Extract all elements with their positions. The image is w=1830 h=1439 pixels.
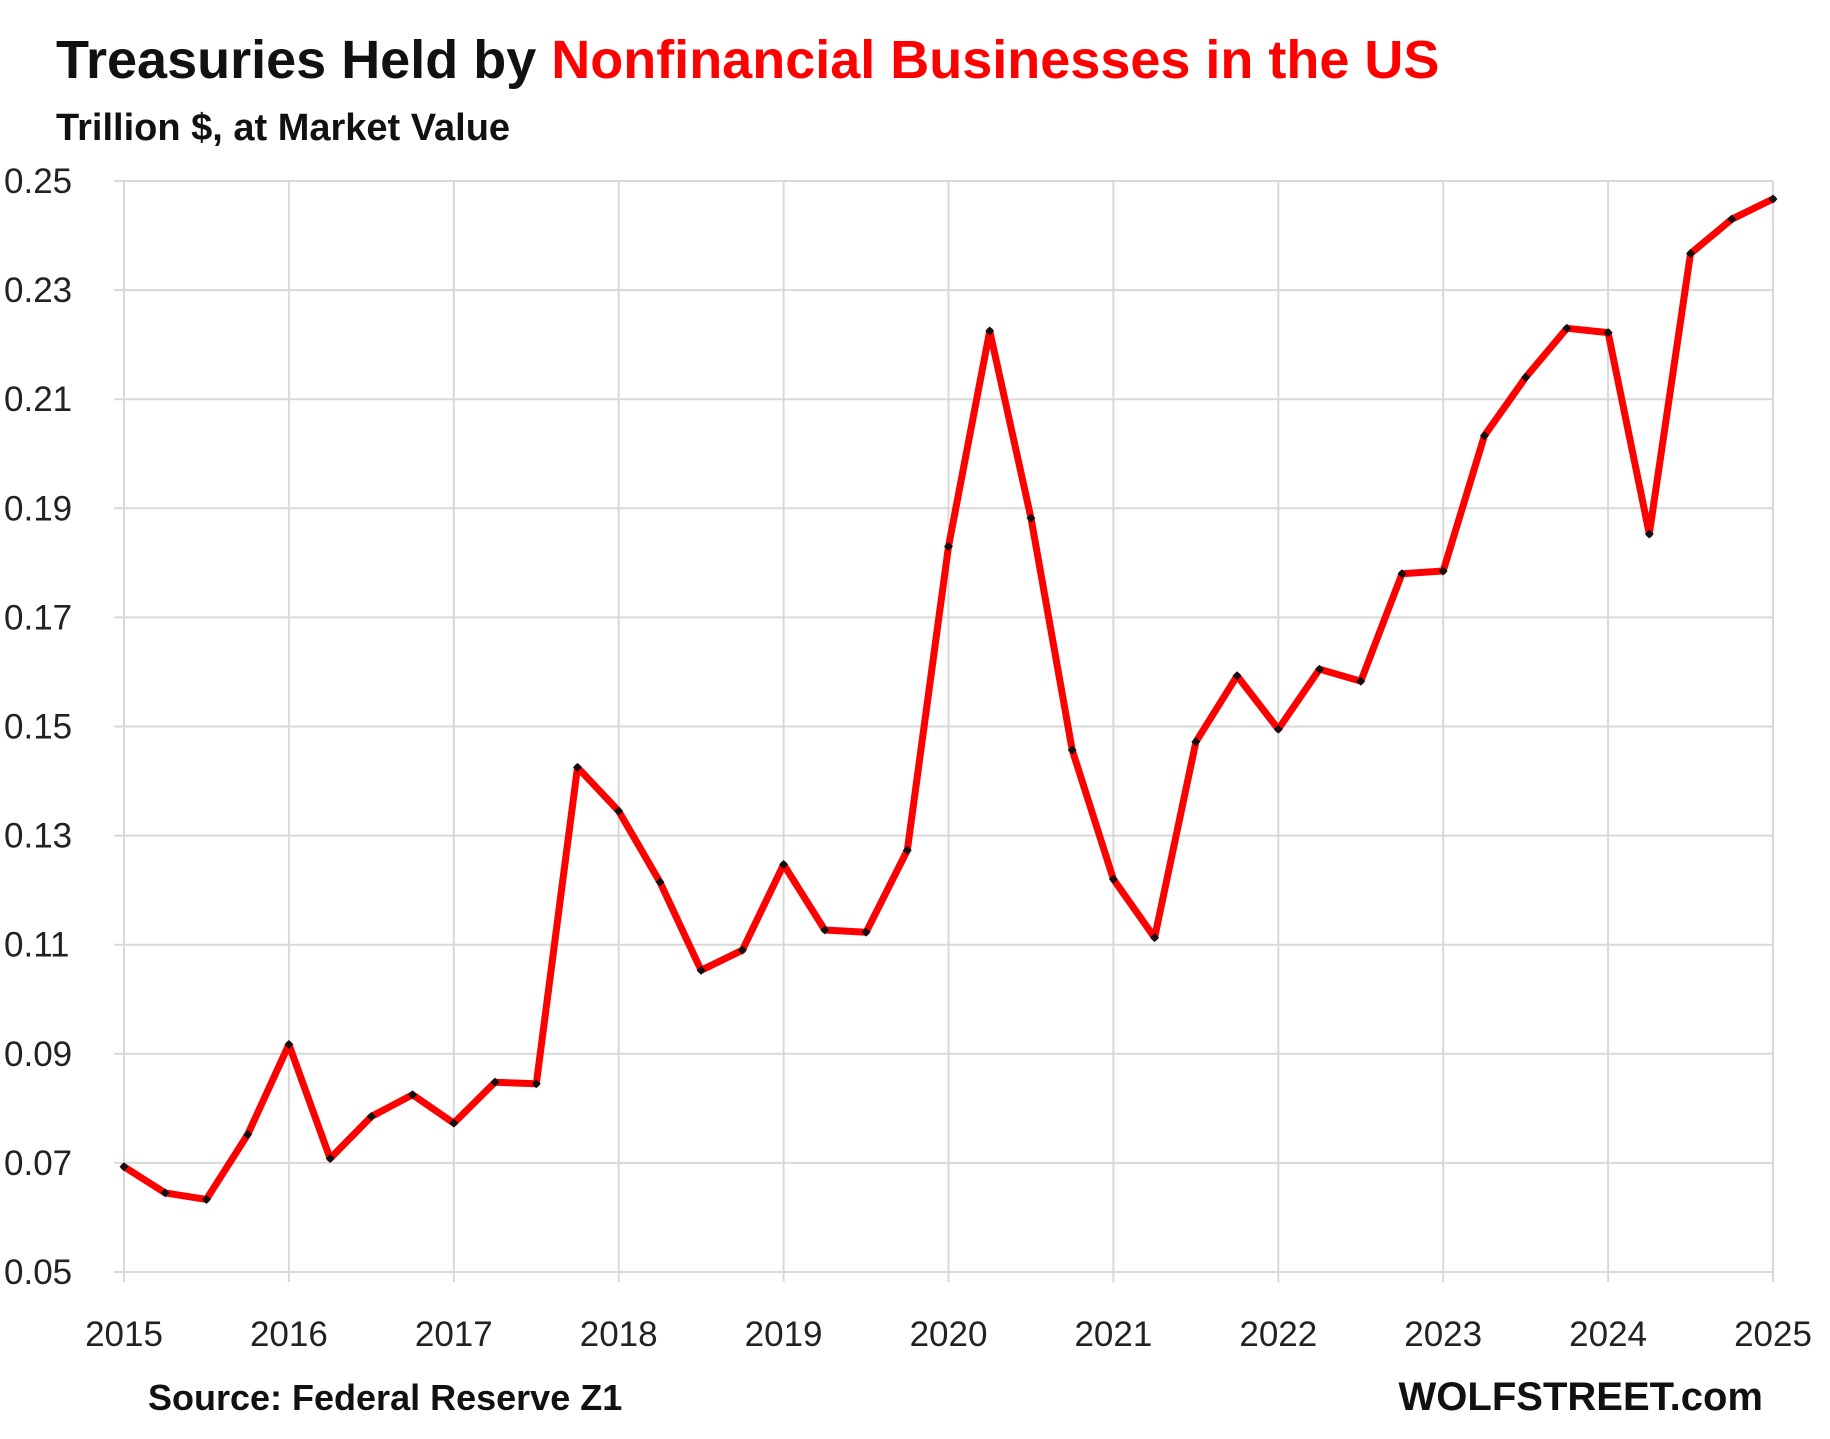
x-tick-label: 2020 <box>910 1315 988 1354</box>
data-point <box>572 762 582 772</box>
x-tick-label: 2016 <box>250 1315 328 1354</box>
x-tick-label: 2024 <box>1569 1315 1647 1354</box>
data-point <box>820 925 830 935</box>
data-point <box>944 541 953 551</box>
chart-title-part2: Nonfinancial Businesses in the US <box>551 30 1439 90</box>
y-tick-label: 0.21 <box>4 380 72 419</box>
grid-lines <box>114 180 1774 1282</box>
data-point <box>1150 933 1160 943</box>
x-tick-label: 2015 <box>85 1315 163 1354</box>
y-tick-label: 0.15 <box>4 708 72 747</box>
data-point <box>1438 566 1448 576</box>
chart-title: Treasuries Held by Nonfinancial Business… <box>56 30 1439 90</box>
data-point <box>1479 431 1489 441</box>
x-tick-label: 2018 <box>580 1315 658 1354</box>
source-note: Source: Federal Reserve Z1 <box>148 1377 622 1418</box>
x-tick-label: 2025 <box>1734 1315 1812 1354</box>
y-tick-label: 0.23 <box>4 271 72 310</box>
y-axis-ticks: 0.05 0.07 0.09 0.11 0.13 0.15 0.17 0.19 0.21 0.23… <box>4 162 72 1292</box>
data-point <box>160 1188 170 1198</box>
data-point <box>1562 323 1572 333</box>
x-tick-label: 2023 <box>1404 1315 1482 1354</box>
x-tick-label: 2019 <box>745 1315 823 1354</box>
data-point <box>1727 214 1737 224</box>
y-tick-label: 0.25 <box>4 162 72 201</box>
y-tick-label: 0.07 <box>4 1144 72 1183</box>
data-point <box>449 1118 459 1128</box>
data-point <box>284 1040 294 1050</box>
data-point <box>325 1154 335 1164</box>
data-point <box>861 927 871 937</box>
data-point <box>655 877 665 887</box>
data-point <box>902 845 912 855</box>
data-point <box>1768 194 1778 204</box>
data-point <box>1232 671 1242 681</box>
data-point <box>119 1162 129 1172</box>
data-point <box>1067 745 1077 755</box>
y-tick-label: 0.11 <box>4 926 70 965</box>
data-point <box>614 806 624 816</box>
data-point <box>1356 676 1366 686</box>
data-point <box>531 1079 541 1089</box>
data-point <box>1686 249 1696 259</box>
x-tick-label: 2017 <box>415 1315 493 1354</box>
data-point <box>1603 328 1613 338</box>
data-point <box>201 1194 211 1204</box>
data-point <box>1397 569 1407 579</box>
x-tick-label: 2021 <box>1074 1315 1152 1354</box>
data-point <box>1315 664 1325 674</box>
chart-subtitle: Trillion $, at Market Value <box>56 107 510 149</box>
data-point <box>243 1130 253 1140</box>
brand-watermark: WOLFSTREET.com <box>1399 1375 1763 1419</box>
data-point <box>490 1077 500 1087</box>
y-tick-label: 0.05 <box>4 1253 72 1292</box>
data-point <box>366 1112 376 1122</box>
data-point <box>985 326 995 336</box>
data-point <box>1644 529 1654 539</box>
x-axis-ticks: 2015 2016 2017 2018 2019 2020 2021 2022 2023 2024… <box>85 1315 1812 1354</box>
data-point <box>1108 874 1118 884</box>
chart-title-part1: Treasuries Held by <box>56 30 551 90</box>
data-point <box>1273 724 1283 734</box>
data-point <box>1191 737 1201 747</box>
y-tick-label: 0.19 <box>4 489 72 528</box>
data-point <box>1026 513 1036 523</box>
y-tick-label: 0.09 <box>4 1035 72 1074</box>
data-point <box>696 965 706 975</box>
data-point <box>737 945 747 955</box>
data-point <box>779 860 789 870</box>
series-layer <box>119 194 1778 1204</box>
y-tick-label: 0.13 <box>4 817 72 856</box>
x-tick-label: 2022 <box>1239 1315 1317 1354</box>
y-tick-label: 0.17 <box>4 598 72 637</box>
data-point <box>1521 372 1531 382</box>
data-point <box>408 1090 418 1100</box>
